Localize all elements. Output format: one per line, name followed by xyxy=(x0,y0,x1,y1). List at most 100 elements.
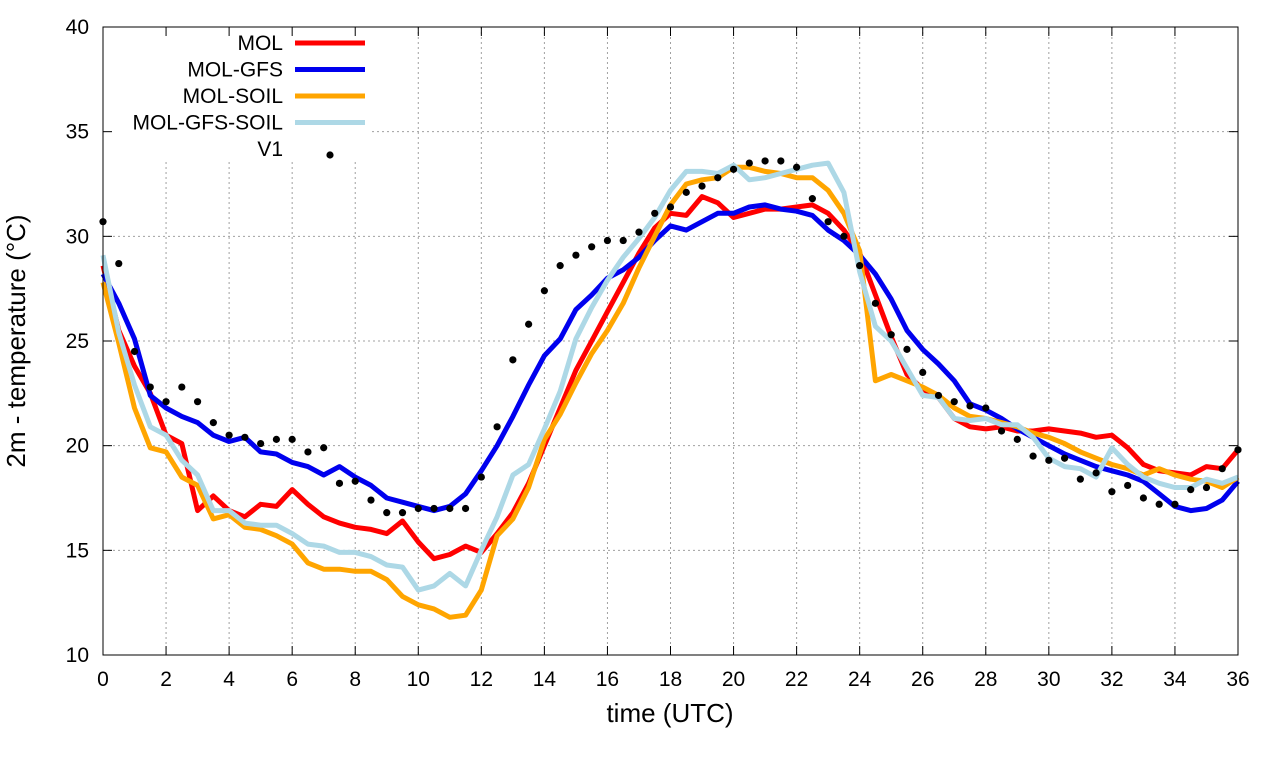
point-v1 xyxy=(1108,488,1116,496)
point-v1 xyxy=(525,320,533,328)
point-v1 xyxy=(856,262,864,270)
point-v1 xyxy=(1124,481,1132,490)
point-v1 xyxy=(698,182,706,190)
legend-label-mol-gfs: MOL-GFS xyxy=(187,59,283,82)
legend-label-mol-gfs-soil: MOL-GFS-SOIL xyxy=(132,112,283,135)
x-tick-label: 30 xyxy=(1037,668,1060,691)
point-v1 xyxy=(509,356,517,364)
y-tick-label: 25 xyxy=(66,330,89,353)
point-v1 xyxy=(729,165,738,173)
series-line-mol xyxy=(100,194,1240,562)
point-v1 xyxy=(1029,452,1037,460)
point-v1 xyxy=(1092,469,1100,477)
x-tick-label: 36 xyxy=(1226,668,1249,691)
point-v1 xyxy=(808,195,816,203)
point-v1 xyxy=(934,391,943,400)
point-v1 xyxy=(1013,435,1021,443)
point-v1 xyxy=(966,402,974,410)
point-v1 xyxy=(193,398,202,406)
x-tick-label: 4 xyxy=(223,668,235,691)
y-tick-label: 35 xyxy=(66,121,89,144)
point-v1 xyxy=(1218,465,1226,473)
point-v1 xyxy=(257,439,265,448)
point-v1 xyxy=(903,345,911,353)
point-v1 xyxy=(1171,500,1179,508)
point-v1 xyxy=(461,504,470,513)
legend-swatch-v1 xyxy=(326,151,334,159)
legend-label-mol-soil: MOL-SOIL xyxy=(183,85,283,108)
series-v1 xyxy=(99,157,1242,517)
point-v1 xyxy=(666,203,675,211)
point-v1 xyxy=(572,251,580,259)
y-tick-label: 15 xyxy=(66,539,89,562)
point-v1 xyxy=(745,159,753,167)
point-v1 xyxy=(887,331,895,339)
y-tick-label: 30 xyxy=(66,225,89,248)
x-tick-label: 2 xyxy=(160,668,172,691)
point-v1 xyxy=(682,188,690,196)
point-v1 xyxy=(1202,483,1211,492)
point-v1 xyxy=(919,368,927,376)
x-tick-label: 28 xyxy=(974,668,997,691)
point-v1 xyxy=(1155,500,1163,508)
x-tick-label: 12 xyxy=(470,668,493,691)
point-v1 xyxy=(367,496,375,504)
point-v1 xyxy=(115,259,123,268)
x-tick-label: 10 xyxy=(407,668,430,691)
point-v1 xyxy=(824,218,832,226)
point-v1 xyxy=(588,243,596,251)
x-tick-label: 0 xyxy=(97,668,109,691)
point-v1 xyxy=(871,299,880,307)
point-v1 xyxy=(997,427,1006,435)
point-v1 xyxy=(414,504,422,513)
point-v1 xyxy=(761,157,769,165)
x-tick-label: 8 xyxy=(349,668,361,691)
y-tick-label: 20 xyxy=(66,435,89,458)
legend-label-v1: V1 xyxy=(257,138,283,161)
point-v1 xyxy=(430,504,438,513)
legend-label-mol: MOL xyxy=(237,32,283,55)
point-v1 xyxy=(635,228,643,236)
point-v1 xyxy=(651,209,659,217)
point-v1 xyxy=(225,431,233,439)
point-v1 xyxy=(146,383,154,391)
point-v1 xyxy=(1045,456,1053,464)
x-tick-label: 34 xyxy=(1163,668,1187,691)
point-v1 xyxy=(241,433,249,441)
point-v1 xyxy=(619,236,627,245)
point-v1 xyxy=(304,448,312,456)
point-v1 xyxy=(1076,475,1084,483)
axes-layer: 0 2 4 6 8 10 12 14 16 18 20 22 24 26 28 30 32 34 361015202… xyxy=(66,16,1250,691)
point-v1 xyxy=(950,398,958,406)
point-v1 xyxy=(288,435,296,443)
point-v1 xyxy=(130,347,139,356)
point-v1 xyxy=(493,423,501,431)
y-tick-label: 10 xyxy=(66,644,89,667)
x-tick-label: 20 xyxy=(722,668,745,691)
x-axis-title: time (UTC) xyxy=(606,698,733,728)
series-layer xyxy=(99,157,1242,620)
x-tick-label: 6 xyxy=(286,668,298,691)
x-tick-label: 18 xyxy=(659,668,682,691)
point-v1 xyxy=(446,504,454,513)
point-v1 xyxy=(351,477,359,485)
point-v1 xyxy=(793,163,801,171)
x-tick-label: 16 xyxy=(596,668,619,691)
y-tick-label: 40 xyxy=(66,16,89,39)
point-v1 xyxy=(320,444,328,452)
point-v1 xyxy=(272,435,281,443)
point-v1 xyxy=(178,383,186,391)
point-v1 xyxy=(540,287,548,295)
point-v1 xyxy=(335,479,344,487)
legend: MOL MOL-GFS MOL-SOIL MOL-GFS-SOIL V1 xyxy=(132,32,365,161)
x-tick-label: 14 xyxy=(533,668,557,691)
point-v1 xyxy=(477,473,485,481)
point-v1 xyxy=(556,262,564,270)
point-v1 xyxy=(1060,454,1069,462)
point-v1 xyxy=(162,398,170,406)
y-axis-title: 2m - temperature (°C) xyxy=(1,214,31,467)
point-v1 xyxy=(1139,494,1148,502)
x-tick-label: 24 xyxy=(848,668,872,691)
point-v1 xyxy=(982,404,990,412)
